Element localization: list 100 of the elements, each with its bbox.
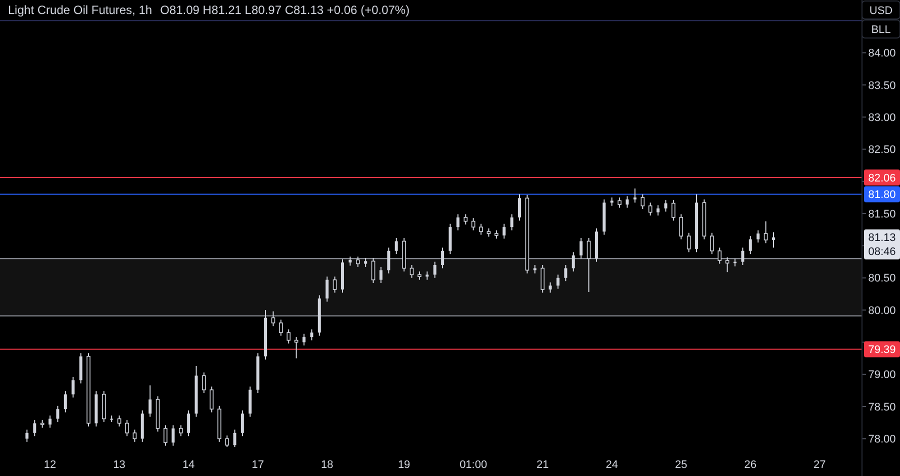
candlestick [356, 256, 360, 268]
ref-line-label: 82.06 [868, 172, 896, 184]
candlestick [302, 333, 306, 346]
candlestick [326, 276, 329, 302]
y-tick-label: 79.00 [868, 369, 896, 382]
candlestick [79, 352, 82, 384]
y-tick-label: 78.00 [868, 434, 896, 446]
y-tick-label: 82.50 [868, 144, 896, 156]
candlestick [72, 376, 75, 398]
x-tick-label: 18 [320, 459, 334, 471]
y-tick-label: 80.00 [868, 304, 896, 317]
candlestick [556, 274, 560, 290]
candlestick [441, 247, 444, 269]
candlestick [286, 328, 291, 344]
x-tick-label: 17 [252, 459, 264, 471]
candlestick [540, 264, 544, 294]
x-tick-label: 26 [744, 459, 757, 471]
candlestick [210, 386, 214, 413]
candlestick [626, 196, 629, 208]
candlestick [33, 420, 36, 437]
candlestick [364, 257, 368, 268]
candlestick [271, 310, 276, 327]
candlestick [172, 424, 175, 446]
candlestick [772, 232, 775, 248]
candlestick [672, 200, 676, 222]
candlestick [586, 238, 591, 293]
candlestick [164, 424, 168, 446]
chart-subtitle: O81.09 H81.21 L80.97 C81.13 +0.06 (+0.07%) [160, 3, 410, 17]
candlestick [240, 410, 244, 437]
text: BLL [871, 24, 891, 36]
x-tick-label: 13 [113, 459, 126, 471]
candlestick [202, 372, 206, 394]
candlestick [510, 214, 514, 231]
candlestick [572, 252, 575, 272]
candlestick [394, 238, 398, 255]
text: USD [869, 4, 893, 17]
candlestick [464, 214, 468, 225]
x-tick-label: 27 [814, 459, 826, 471]
candlestick [279, 319, 283, 336]
candlestick [132, 429, 137, 442]
candlestick [225, 434, 229, 448]
candlestick [48, 415, 52, 428]
candlestick [564, 264, 568, 282]
y-tick-label: 81.50 [868, 208, 896, 220]
x-tick-label: 12 [44, 459, 56, 471]
candlestick [748, 236, 752, 255]
candlestick [348, 256, 352, 266]
x-tick-label: 21 [536, 459, 549, 471]
candlestick [518, 194, 522, 222]
candlestick [618, 196, 622, 208]
y-tick-label: 80.50 [868, 272, 896, 285]
candlestick [456, 214, 460, 231]
ref-line-label: 81.80 [868, 189, 896, 202]
candlestick [56, 405, 60, 422]
candlestick [25, 429, 28, 442]
candlestick [686, 232, 691, 253]
candlestick [640, 194, 645, 210]
candlestick [64, 390, 67, 413]
candlestick [656, 204, 660, 216]
candlestick [148, 384, 152, 418]
candlestick [433, 261, 436, 278]
text: 08:46 [868, 246, 896, 258]
x-tick-label: 24 [606, 459, 618, 471]
y-tick-label: 84.00 [868, 48, 896, 60]
chart-title: Light Crude Oil Futures, 1h [8, 3, 152, 17]
x-tick-label: 25 [675, 459, 688, 471]
candlestick [371, 257, 376, 284]
candlestick [725, 256, 730, 273]
candlestick [471, 218, 476, 231]
candlestick [310, 328, 314, 341]
candlestick [332, 276, 337, 294]
candlestick [718, 247, 722, 264]
candlestick [548, 282, 552, 294]
candlestick [125, 420, 129, 437]
candlestick [633, 188, 636, 204]
candlestick [448, 223, 452, 255]
candlestick [379, 266, 382, 284]
ref-line-label: 79.39 [868, 344, 896, 356]
candlestick [187, 410, 190, 437]
candlestick [233, 429, 236, 448]
candlestick [178, 424, 183, 437]
y-tick-label: 78.50 [868, 401, 896, 414]
candlestick [410, 264, 414, 278]
candlestick [648, 202, 652, 216]
candlestick [710, 232, 714, 255]
candlestick [294, 336, 298, 359]
candlestick [679, 214, 684, 240]
candlestick [741, 247, 744, 266]
x-tick-label: 19 [398, 459, 410, 471]
candlestick [756, 230, 760, 244]
candlestick [764, 220, 768, 244]
y-tick-label: 83.50 [868, 80, 896, 92]
candlestick [479, 223, 483, 236]
x-tick-label: 01:00 [460, 459, 488, 471]
candlestick [664, 200, 668, 212]
text: 81.13 [868, 232, 896, 244]
candlestick [502, 223, 506, 240]
candlestick [248, 386, 252, 418]
candlestick [387, 247, 390, 274]
candlestick [580, 238, 583, 260]
